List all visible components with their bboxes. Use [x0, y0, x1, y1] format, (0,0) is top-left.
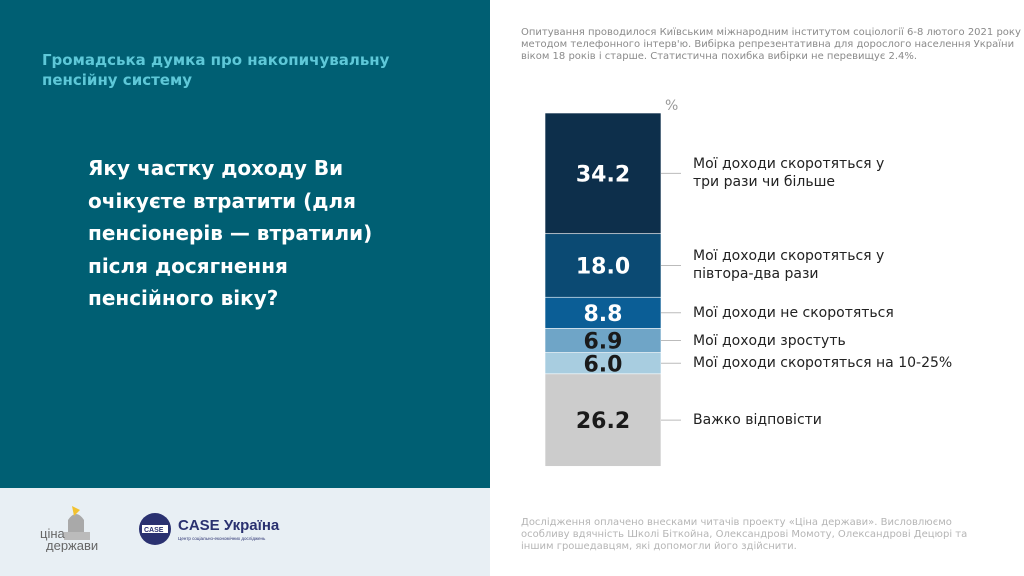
- case-ukraine-logo: CASE CASE Україна Центр соціально-економ…: [139, 513, 280, 545]
- legend-label: Мої доходи скоротяться у півтора-два раз…: [693, 248, 885, 283]
- bar-segment: [544, 328, 662, 353]
- cina-derzhavy-logo: ціна держави: [40, 506, 98, 552]
- svg-text:CASE: CASE: [144, 527, 164, 534]
- data-label: 8.8: [584, 302, 623, 327]
- svg-text:Центр соціально-економічних до: Центр соціально-економічних досліджень: [178, 536, 266, 541]
- data-label: 34.2: [576, 162, 630, 187]
- bar-segment: [544, 233, 662, 298]
- legend-label: Важко відповісти: [693, 412, 822, 429]
- bar-segment: [544, 112, 662, 235]
- data-label: 26.2: [576, 409, 630, 434]
- legend-label: Мої доходи не скоротяться: [693, 304, 894, 321]
- question-title: Яку частку доходу Ви очікуєте втратити (…: [88, 156, 373, 310]
- unit-label: %: [665, 98, 679, 114]
- credits-note: Дослідження оплачено внесками читачів пр…: [521, 517, 968, 552]
- bar-segment: [544, 296, 662, 329]
- legend-label: Мої доходи зростуть: [693, 332, 846, 349]
- data-label: 6.0: [584, 352, 623, 377]
- subtitle: Громадська думка про накопичувальну пенс…: [42, 51, 390, 89]
- survey-note: Опитування проводилося Київським міжнаро…: [521, 27, 1021, 62]
- data-label: 6.9: [584, 330, 623, 355]
- svg-text:CASE Україна: CASE Україна: [178, 517, 280, 534]
- svg-text:ціна: ціна: [40, 526, 66, 541]
- legend-label: Мої доходи скоротяться у три рази чи біл…: [693, 156, 885, 191]
- data-label: 18.0: [576, 254, 630, 279]
- legend-label: Мої доходи скоротяться на 10-25%: [693, 355, 953, 372]
- left-panel: Громадська думка про накопичувальну пенс…: [0, 0, 490, 488]
- svg-text:держави: держави: [46, 538, 98, 552]
- bar-segment: [544, 373, 662, 467]
